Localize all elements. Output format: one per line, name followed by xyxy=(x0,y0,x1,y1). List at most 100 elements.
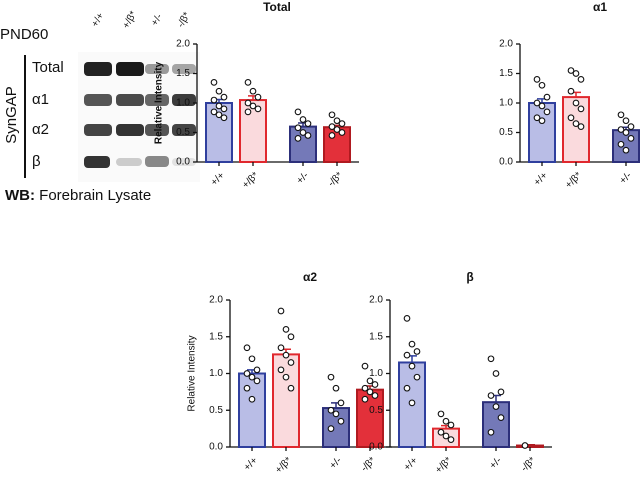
data-point xyxy=(332,410,340,418)
y-tick-label: 0.5 xyxy=(369,405,383,416)
y-axis-label: Relative Intensity xyxy=(187,335,198,411)
row-label: α1 xyxy=(32,91,49,108)
chart-title: α1 xyxy=(593,0,607,14)
genotype-label: +/+ xyxy=(90,11,107,29)
data-point xyxy=(244,108,252,116)
y-tick-label: 1.5 xyxy=(499,68,513,79)
data-point xyxy=(294,135,302,142)
data-point xyxy=(248,395,256,403)
data-point xyxy=(327,425,335,432)
data-point xyxy=(277,366,285,374)
data-point xyxy=(333,126,341,133)
data-point xyxy=(210,96,218,104)
data-point xyxy=(287,359,295,366)
data-point xyxy=(442,417,450,425)
bar xyxy=(528,102,556,163)
x-tick-label: -/β* xyxy=(519,455,538,474)
data-point xyxy=(437,428,445,436)
wb-method: WB: xyxy=(5,187,35,204)
y-tick-label: 2.0 xyxy=(369,295,383,306)
data-point xyxy=(333,117,341,125)
y-axis-label: Relative Intensity xyxy=(154,61,165,144)
data-point xyxy=(220,93,228,101)
y-tick-label: 1.0 xyxy=(369,368,383,379)
y-tick-label: 1.0 xyxy=(499,98,513,109)
data-point xyxy=(572,120,580,127)
data-point xyxy=(622,146,630,154)
data-point xyxy=(282,351,290,359)
chart-title: α2 xyxy=(303,270,317,284)
data-point xyxy=(254,105,262,113)
data-point xyxy=(338,129,346,136)
data-point xyxy=(572,99,580,107)
data-point xyxy=(617,111,625,119)
y-tick-label: 1.0 xyxy=(209,368,223,379)
y-tick-label: 2.0 xyxy=(176,39,190,50)
data-point xyxy=(277,344,285,352)
data-point xyxy=(332,384,340,392)
data-point xyxy=(497,414,505,421)
data-point xyxy=(282,326,290,333)
data-point xyxy=(567,67,575,74)
data-point xyxy=(533,76,541,83)
data-point xyxy=(487,355,495,363)
data-point xyxy=(572,70,580,77)
data-point xyxy=(622,129,630,136)
y-tick-label: 0.0 xyxy=(499,157,513,168)
data-point xyxy=(328,132,336,139)
data-point xyxy=(327,406,335,414)
data-point xyxy=(366,377,374,385)
data-point xyxy=(337,417,345,425)
row-label: α2 xyxy=(32,121,49,138)
data-point xyxy=(403,315,411,322)
x-tick-label: +/β* xyxy=(240,170,261,191)
y-tick-label: 1.0 xyxy=(176,98,190,109)
y-tick-label: 0.5 xyxy=(209,405,223,416)
data-point xyxy=(533,114,541,122)
data-point xyxy=(210,78,218,86)
bar xyxy=(238,372,266,448)
data-point xyxy=(304,120,312,127)
x-tick-label: +/- xyxy=(295,170,311,186)
data-point xyxy=(299,116,307,123)
data-point xyxy=(248,373,256,381)
data-point xyxy=(253,366,261,374)
data-point xyxy=(497,388,505,396)
data-point xyxy=(337,399,345,407)
data-point xyxy=(538,102,546,110)
data-point xyxy=(447,421,455,429)
data-point xyxy=(304,132,312,139)
data-point xyxy=(361,384,369,392)
data-point xyxy=(249,102,257,110)
genotype-label: +/- xyxy=(149,12,165,28)
y-tick-label: 2.0 xyxy=(209,295,223,306)
data-point xyxy=(622,117,630,125)
bar xyxy=(272,353,300,449)
x-tick-label: -/β* xyxy=(326,170,345,189)
x-tick-label: +/+ xyxy=(532,170,550,188)
x-tick-label: +/+ xyxy=(402,455,420,473)
data-point xyxy=(538,117,546,125)
y-tick-label: 0.5 xyxy=(176,127,190,138)
data-point xyxy=(277,307,285,315)
x-tick-label: +/+ xyxy=(242,455,260,473)
x-tick-label: +/- xyxy=(328,455,344,471)
data-point xyxy=(328,123,336,130)
data-point xyxy=(617,140,625,148)
data-point xyxy=(577,123,585,130)
data-point xyxy=(294,124,302,132)
data-point xyxy=(327,373,335,381)
data-point xyxy=(210,108,218,116)
data-point xyxy=(533,99,541,107)
data-point xyxy=(627,135,635,142)
data-point xyxy=(521,442,529,449)
data-point xyxy=(413,348,421,355)
data-point xyxy=(244,99,252,107)
genotype-label: -/β* xyxy=(175,10,192,29)
data-point xyxy=(243,370,251,377)
data-point xyxy=(215,111,223,119)
data-point xyxy=(538,81,546,89)
x-tick-label: +/β* xyxy=(563,170,584,191)
y-tick-label: 0.0 xyxy=(209,442,223,453)
